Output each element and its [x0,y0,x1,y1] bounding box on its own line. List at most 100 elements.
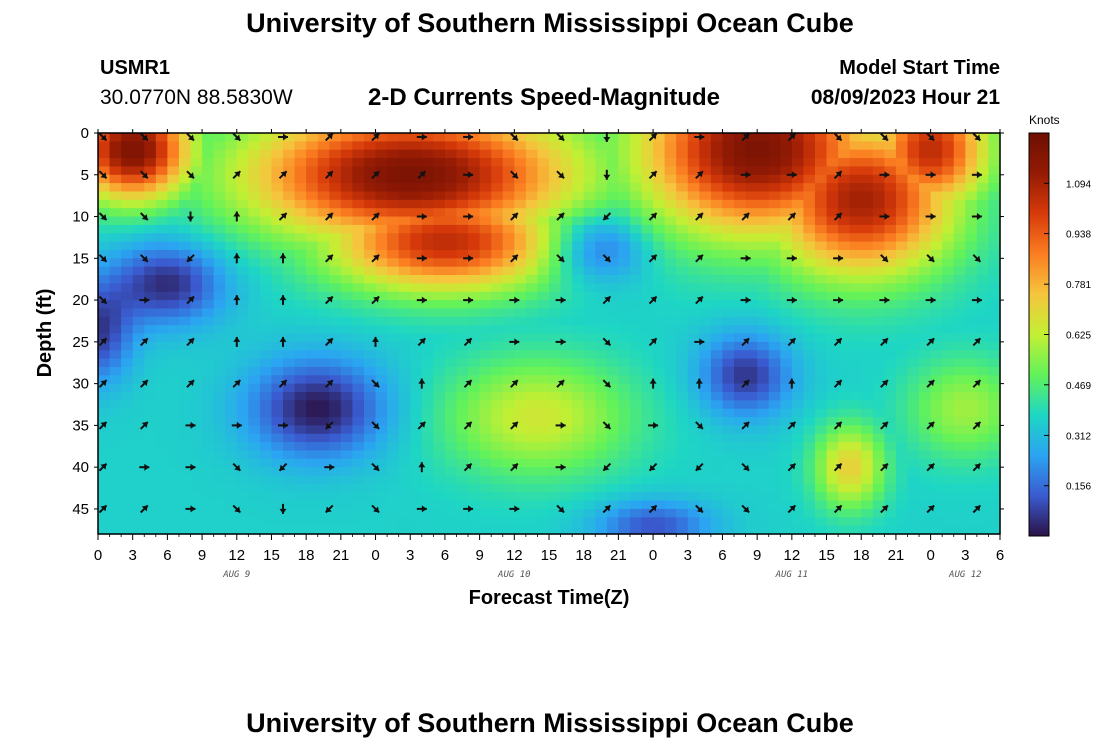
heatmap-cell [572,350,585,360]
heatmap-cell [271,183,284,193]
vector-head [468,171,474,179]
heatmap-cell [294,316,307,326]
heatmap-cell [861,383,874,393]
heatmap-cell [468,366,481,376]
heatmap-cell [583,400,596,410]
heatmap-cell [629,233,643,243]
heatmap-cell [699,266,712,276]
heatmap-cell [294,258,307,268]
heatmap-cell [352,166,365,176]
heatmap-cell [236,316,249,326]
vector-head [650,296,657,303]
heatmap-cell [306,467,319,477]
heatmap-cell [826,158,839,168]
heatmap-cell [849,191,862,201]
heatmap-cell [734,291,747,301]
heatmap-cell [294,199,307,209]
heatmap-cell [525,316,539,326]
heatmap-cell [213,417,226,426]
heatmap-cell [387,391,400,401]
heatmap-cell [178,383,192,393]
heatmap-cell [988,417,1001,426]
heatmap-cell [167,241,180,251]
heatmap-cell [560,508,573,518]
heatmap-cell [838,325,851,335]
current-vector [371,504,380,514]
heatmap-cell [676,358,689,368]
heatmap-cell [398,158,411,168]
heatmap-cell [560,417,573,426]
heatmap-cell [132,492,145,502]
current-vector [555,463,566,471]
heatmap-cell [814,475,828,485]
current-vector [510,421,519,430]
heatmap-cell [259,166,273,176]
heatmap-cell [121,417,134,426]
heatmap-cell [768,417,781,426]
heatmap-cell [491,158,504,168]
heatmap-cell [965,224,978,234]
heatmap-cell [398,166,411,176]
heatmap-cell [583,266,596,276]
heatmap-cell [768,266,781,276]
heatmap-cell [757,216,770,226]
heatmap-cell [884,391,897,401]
heatmap-cell [699,417,712,426]
heatmap-cell [375,433,388,443]
heatmap-cell [919,224,932,234]
vector-head [974,380,981,387]
current-vector [695,170,704,180]
heatmap-cell [144,166,157,176]
heatmap-cell [595,233,608,243]
heatmap-cell [757,266,770,276]
heatmap-cell [271,358,284,368]
heatmap-cell [872,191,885,201]
heatmap-cell [502,475,515,485]
heatmap-cell [549,366,562,376]
heatmap-cell [283,483,296,493]
heatmap-cell [629,467,643,477]
vector-head [279,464,286,471]
heatmap-cell [190,433,203,443]
heatmap-cell [352,442,365,452]
heatmap-cell [213,467,226,477]
vector-head [604,339,611,346]
heatmap-cell [780,341,793,351]
heatmap-cell [144,358,157,368]
heatmap-cell [572,483,585,493]
heatmap-cell [167,391,180,401]
heatmap-cell [537,216,550,226]
heatmap-cell [479,483,492,493]
heatmap-cell [768,333,781,343]
heatmap-cell [271,241,284,251]
heatmap-cell [306,375,319,385]
heatmap-cell [953,149,966,159]
heatmap-cell [410,275,423,284]
heatmap-cell [502,525,515,535]
heatmap-cell [618,475,631,485]
heatmap-cell [953,458,966,468]
heatmap-cell [791,300,805,310]
heatmap-cell [98,500,111,510]
heatmap-cell [98,341,111,351]
heatmap-cell [653,291,666,301]
heatmap-cell [190,141,203,151]
heatmap-cell [259,149,273,159]
heatmap-cell [791,517,805,527]
heatmap-cell [988,183,1001,193]
heatmap-cell [734,525,747,535]
x-tick-label: 0 [94,547,102,564]
heatmap-cell [340,216,354,226]
heatmap-cell [155,350,168,360]
heatmap-cell [468,417,481,426]
heatmap-cell [375,291,388,301]
heatmap-cell [861,417,874,426]
heatmap-cell [722,400,735,410]
heatmap-cell [294,141,307,151]
heatmap-cell [144,508,157,518]
heatmap-cell [317,149,330,159]
heatmap-cell [838,283,851,293]
heatmap-cell [433,141,446,151]
heatmap-cell [988,341,1001,351]
heatmap-cell [780,508,793,518]
